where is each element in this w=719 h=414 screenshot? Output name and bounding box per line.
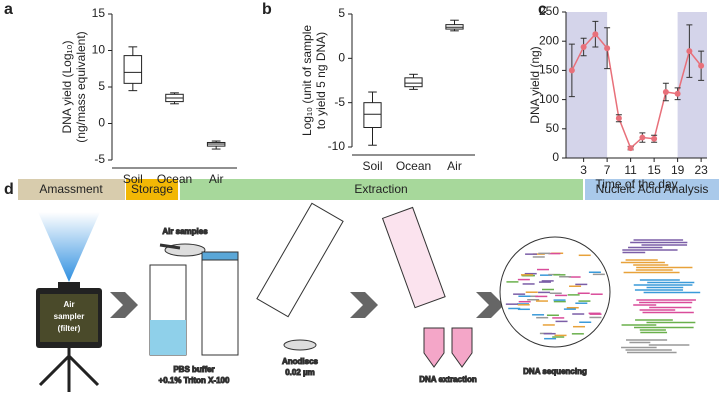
reads <box>505 239 701 354</box>
y-tick-label: 10 <box>92 43 106 57</box>
y-tick-label: 0 <box>98 116 105 130</box>
air-sampler: Air sampler (filter) <box>36 212 102 392</box>
x-tick-label: 7 <box>604 163 611 177</box>
point <box>639 134 646 141</box>
y-axis-label: (ng/mass equivalent) <box>74 31 88 142</box>
label: Air samples <box>162 227 208 236</box>
label: (filter) <box>58 324 81 333</box>
stage: Extraction <box>354 182 407 196</box>
point <box>592 31 599 38</box>
box <box>404 77 423 88</box>
x-tick-label: Ocean <box>157 172 192 186</box>
label: +0.1% Triton X-100 <box>159 376 230 385</box>
label: 0.02 µm <box>285 368 315 377</box>
stage-bar: Amassment Storage Extraction Nucleic Aci… <box>18 179 719 200</box>
label: Air <box>63 300 74 309</box>
point <box>686 48 693 55</box>
y-axis-label: to yield 5 ng DNA) <box>314 32 328 129</box>
panel-letter: d <box>4 181 14 198</box>
box <box>363 102 382 128</box>
point <box>568 67 575 74</box>
y-tick-label: 150 <box>539 63 559 77</box>
panel-letter: c <box>538 1 547 18</box>
tubes: Air samples PBS buffer +0.1% Triton X-10… <box>149 202 611 386</box>
stage: Nucleic Acid Analysis <box>596 182 709 196</box>
label: sampler <box>54 312 85 321</box>
x-tick-label: Soil <box>362 159 382 173</box>
label: PBS buffer <box>173 365 214 374</box>
point <box>580 44 587 51</box>
stage: Storage <box>131 182 173 196</box>
y-axis-label: DNA yield (Log₁₀) <box>60 40 74 133</box>
x-tick-label: 3 <box>580 163 587 177</box>
stage: Amassment <box>39 182 103 196</box>
label: DNA extraction <box>419 375 477 384</box>
y-tick-label: -10 <box>328 139 346 153</box>
y-tick-label: 0 <box>338 51 345 65</box>
y-tick-label: 15 <box>92 6 106 20</box>
x-axis-label: Time of the day <box>595 177 677 191</box>
point <box>662 89 669 96</box>
x-tick-label: Ocean <box>396 159 431 173</box>
y-tick-label: 50 <box>546 121 560 135</box>
x-tick-label: 19 <box>671 163 685 177</box>
arrows <box>110 292 504 318</box>
point <box>615 115 622 122</box>
y-tick-label: -5 <box>94 152 105 166</box>
panel-letter: a <box>4 1 13 18</box>
x-tick-label: 15 <box>647 163 661 177</box>
y-tick-label: 5 <box>98 79 105 93</box>
point <box>604 45 611 52</box>
y-axis-label: Log₁₀ (unit of sample <box>300 25 314 136</box>
panel-letter: b <box>262 1 272 18</box>
point <box>698 62 705 69</box>
label: DNA sequencing <box>523 367 587 376</box>
point <box>627 145 634 152</box>
shade <box>677 12 707 158</box>
x-tick-label: Soil <box>123 172 143 186</box>
box <box>123 55 143 84</box>
y-tick-label: 5 <box>338 6 345 20</box>
y-tick-label: 250 <box>539 4 559 18</box>
label: Anodiscs <box>282 357 319 366</box>
y-axis-label: DNA yield (ng) <box>528 46 542 123</box>
y-tick-label: 0 <box>552 150 559 164</box>
point <box>651 135 658 142</box>
y-tick-label: 100 <box>539 92 559 106</box>
shade <box>566 12 608 158</box>
y-tick-label: -5 <box>334 95 345 109</box>
y-tick-label: 200 <box>539 33 559 47</box>
x-tick-label: 23 <box>694 163 708 177</box>
x-tick-label: 11 <box>624 163 637 177</box>
point <box>674 90 681 97</box>
x-tick-label: Air <box>209 172 224 186</box>
x-tick-label: Air <box>447 159 462 173</box>
